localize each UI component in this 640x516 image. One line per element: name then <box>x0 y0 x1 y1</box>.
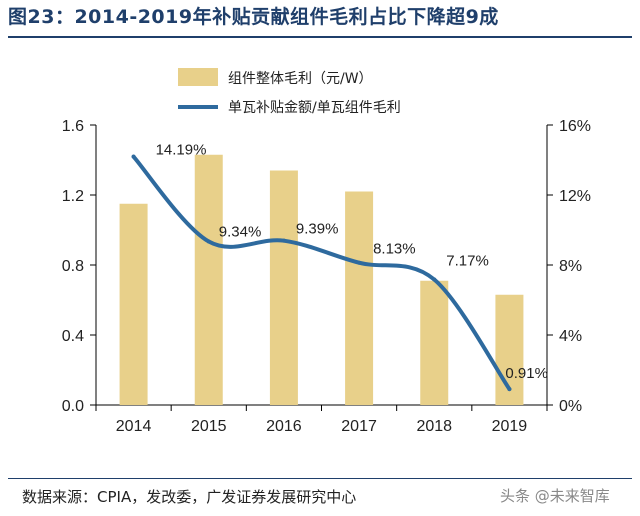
subsidy-share-line <box>131 154 512 392</box>
left-tick-label: 0.4 <box>62 328 84 345</box>
line-data-label-2015: 9.34% <box>219 224 262 241</box>
right-tick-label: 12% <box>559 188 591 205</box>
x-tick-label: 2014 <box>116 418 152 435</box>
x-tick-label: 2018 <box>416 418 452 435</box>
line-point-2016 <box>281 238 286 243</box>
right-tick-label: 4% <box>559 328 582 345</box>
bar-2018 <box>420 280 449 405</box>
chart: 0.0 0.4 0.8 1.2 1.6 0% 4% 8% 12% 16% 2014 2015 2016 2… <box>62 68 591 435</box>
line-point-2019 <box>507 387 512 392</box>
line-point-2015 <box>206 239 211 244</box>
watermark: 头条 @未来智库 <box>500 487 610 505</box>
x-tick-label: 2019 <box>492 418 528 435</box>
left-tick-label: 0.8 <box>62 258 84 275</box>
bar-2015 <box>194 154 223 405</box>
line-data-label-2017: 8.13% <box>373 241 416 258</box>
title-divider <box>8 36 632 38</box>
line-point-2018 <box>432 277 437 282</box>
line-data-label-2018: 7.17% <box>446 253 489 270</box>
chart-title: 图23：2014-2019年补贴贡献组件毛利占比下降超9成 <box>8 6 499 28</box>
line-data-label-2019: 0.91% <box>505 365 548 382</box>
x-tick-label: 2016 <box>266 418 302 435</box>
bar-2016 <box>269 170 298 405</box>
legend-bar-label: 组件整体毛利（元/W） <box>228 71 373 87</box>
legend-bar-swatch <box>178 68 218 86</box>
source-note: 数据来源：CPIA，发改委，广发证券发展研究中心 <box>22 488 357 506</box>
right-tick-label: 0% <box>559 398 582 415</box>
left-tick-label: 1.6 <box>62 118 84 135</box>
line-data-label-2014: 14.19% <box>156 142 207 159</box>
footer-divider <box>8 478 632 479</box>
right-tick-label: 16% <box>559 118 591 135</box>
left-tick-label: 1.2 <box>62 188 84 205</box>
bar-2014 <box>119 203 148 405</box>
line-point-2017 <box>357 260 362 265</box>
x-tick-label: 2017 <box>341 418 377 435</box>
x-tick-label: 2015 <box>191 418 227 435</box>
legend-line-label: 单瓦补贴金额/单瓦组件毛利 <box>228 100 401 116</box>
line-data-label-2016: 9.39% <box>296 221 339 238</box>
line-point-2014 <box>131 154 136 159</box>
bar-2017 <box>345 191 374 405</box>
right-tick-label: 8% <box>559 258 582 275</box>
left-tick-label: 0.0 <box>62 398 84 415</box>
